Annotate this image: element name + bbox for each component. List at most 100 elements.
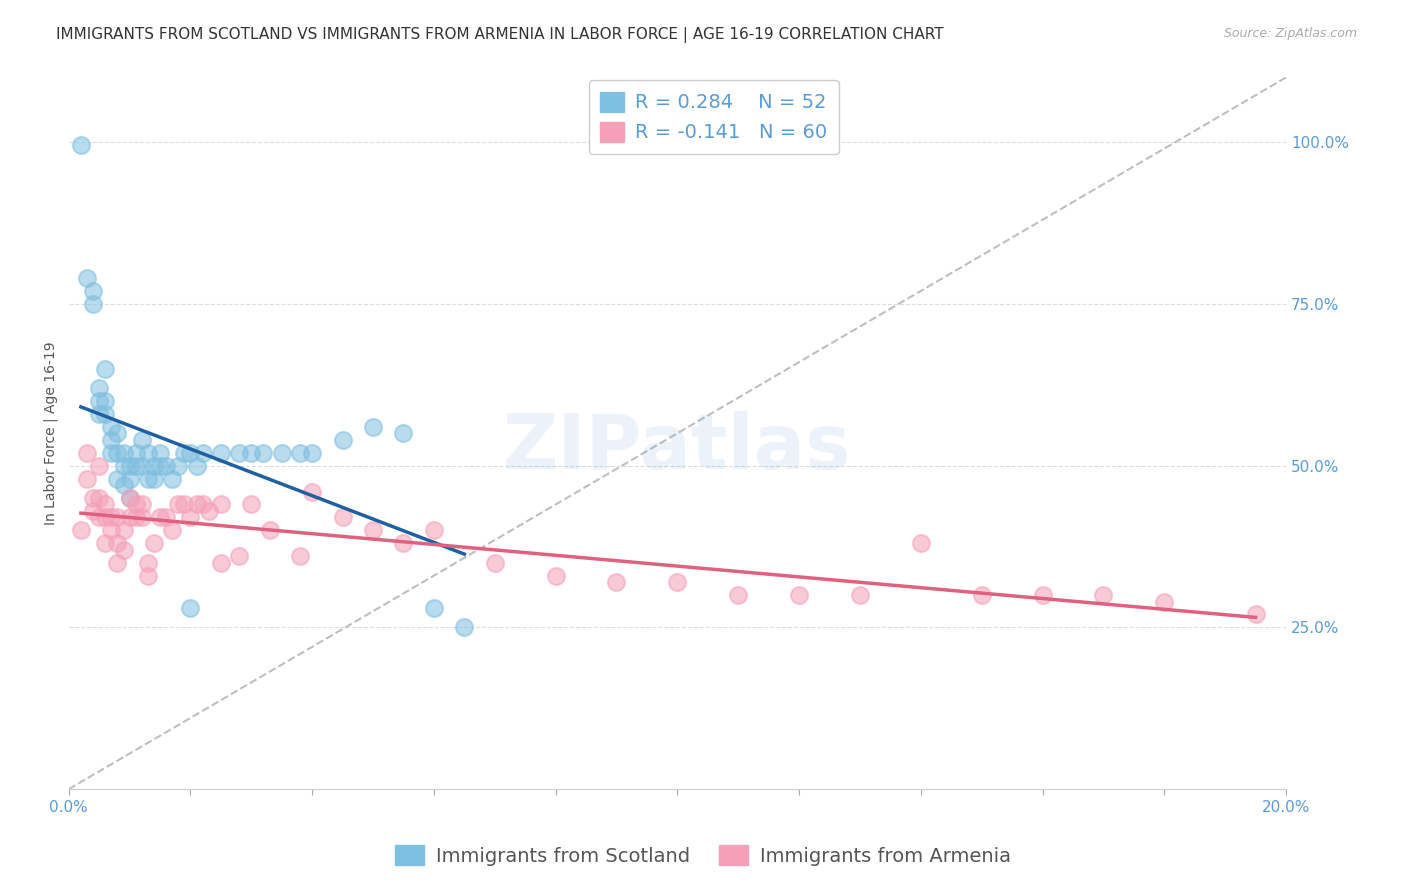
Point bbox=[100, 446, 122, 460]
Point bbox=[288, 446, 311, 460]
Point bbox=[100, 510, 122, 524]
Point bbox=[191, 446, 214, 460]
Point bbox=[94, 536, 117, 550]
Point bbox=[89, 458, 111, 473]
Point bbox=[94, 510, 117, 524]
Point bbox=[136, 472, 159, 486]
Point bbox=[259, 524, 281, 538]
Point bbox=[89, 407, 111, 421]
Point bbox=[392, 426, 415, 441]
Point bbox=[179, 601, 201, 615]
Legend: R = 0.284    N = 52, R = -0.141   N = 60: R = 0.284 N = 52, R = -0.141 N = 60 bbox=[589, 80, 839, 154]
Point bbox=[544, 568, 567, 582]
Point bbox=[76, 271, 98, 285]
Point bbox=[173, 446, 195, 460]
Point bbox=[228, 446, 250, 460]
Point bbox=[94, 407, 117, 421]
Point bbox=[332, 433, 354, 447]
Point bbox=[124, 458, 146, 473]
Point bbox=[118, 491, 141, 505]
Point bbox=[100, 419, 122, 434]
Point bbox=[142, 458, 165, 473]
Point bbox=[453, 620, 475, 634]
Point bbox=[270, 446, 292, 460]
Point bbox=[160, 524, 183, 538]
Point bbox=[484, 556, 506, 570]
Point bbox=[107, 536, 129, 550]
Point bbox=[118, 510, 141, 524]
Point bbox=[155, 510, 177, 524]
Point bbox=[1244, 607, 1267, 622]
Point bbox=[727, 588, 749, 602]
Legend: Immigrants from Scotland, Immigrants from Armenia: Immigrants from Scotland, Immigrants fro… bbox=[387, 838, 1019, 873]
Point bbox=[76, 472, 98, 486]
Point bbox=[155, 458, 177, 473]
Point bbox=[142, 472, 165, 486]
Point bbox=[970, 588, 993, 602]
Point bbox=[70, 138, 93, 153]
Point bbox=[82, 284, 104, 298]
Point bbox=[100, 524, 122, 538]
Point bbox=[1153, 594, 1175, 608]
Point bbox=[82, 491, 104, 505]
Point bbox=[392, 536, 415, 550]
Point bbox=[82, 297, 104, 311]
Point bbox=[209, 446, 232, 460]
Point bbox=[131, 510, 153, 524]
Point bbox=[149, 510, 172, 524]
Point bbox=[301, 446, 323, 460]
Point bbox=[89, 510, 111, 524]
Point bbox=[191, 498, 214, 512]
Point bbox=[76, 446, 98, 460]
Point bbox=[142, 536, 165, 550]
Point bbox=[112, 542, 135, 557]
Point bbox=[107, 446, 129, 460]
Point bbox=[107, 556, 129, 570]
Point bbox=[179, 510, 201, 524]
Point bbox=[112, 458, 135, 473]
Point bbox=[240, 498, 263, 512]
Point bbox=[131, 458, 153, 473]
Point bbox=[423, 601, 446, 615]
Point bbox=[89, 491, 111, 505]
Point bbox=[209, 556, 232, 570]
Point bbox=[118, 491, 141, 505]
Point bbox=[288, 549, 311, 564]
Point bbox=[361, 419, 384, 434]
Point bbox=[179, 446, 201, 460]
Point bbox=[70, 524, 93, 538]
Point bbox=[112, 524, 135, 538]
Point bbox=[107, 426, 129, 441]
Y-axis label: In Labor Force | Age 16-19: In Labor Force | Age 16-19 bbox=[44, 342, 58, 525]
Point bbox=[173, 498, 195, 512]
Point bbox=[94, 498, 117, 512]
Point bbox=[89, 393, 111, 408]
Point bbox=[107, 510, 129, 524]
Point bbox=[149, 446, 172, 460]
Point bbox=[361, 524, 384, 538]
Point bbox=[94, 361, 117, 376]
Point bbox=[186, 458, 208, 473]
Point bbox=[1031, 588, 1053, 602]
Point bbox=[136, 446, 159, 460]
Text: IMMIGRANTS FROM SCOTLAND VS IMMIGRANTS FROM ARMENIA IN LABOR FORCE | AGE 16-19 C: IMMIGRANTS FROM SCOTLAND VS IMMIGRANTS F… bbox=[56, 27, 943, 43]
Point bbox=[209, 498, 232, 512]
Point bbox=[112, 478, 135, 492]
Point bbox=[301, 484, 323, 499]
Point bbox=[136, 568, 159, 582]
Point bbox=[910, 536, 932, 550]
Point bbox=[666, 575, 689, 590]
Point bbox=[186, 498, 208, 512]
Point bbox=[240, 446, 263, 460]
Point bbox=[94, 393, 117, 408]
Point bbox=[131, 498, 153, 512]
Point bbox=[787, 588, 810, 602]
Point bbox=[167, 498, 190, 512]
Point bbox=[124, 498, 146, 512]
Point bbox=[136, 556, 159, 570]
Point bbox=[118, 458, 141, 473]
Point bbox=[89, 381, 111, 395]
Point bbox=[124, 510, 146, 524]
Point bbox=[167, 458, 190, 473]
Point bbox=[131, 433, 153, 447]
